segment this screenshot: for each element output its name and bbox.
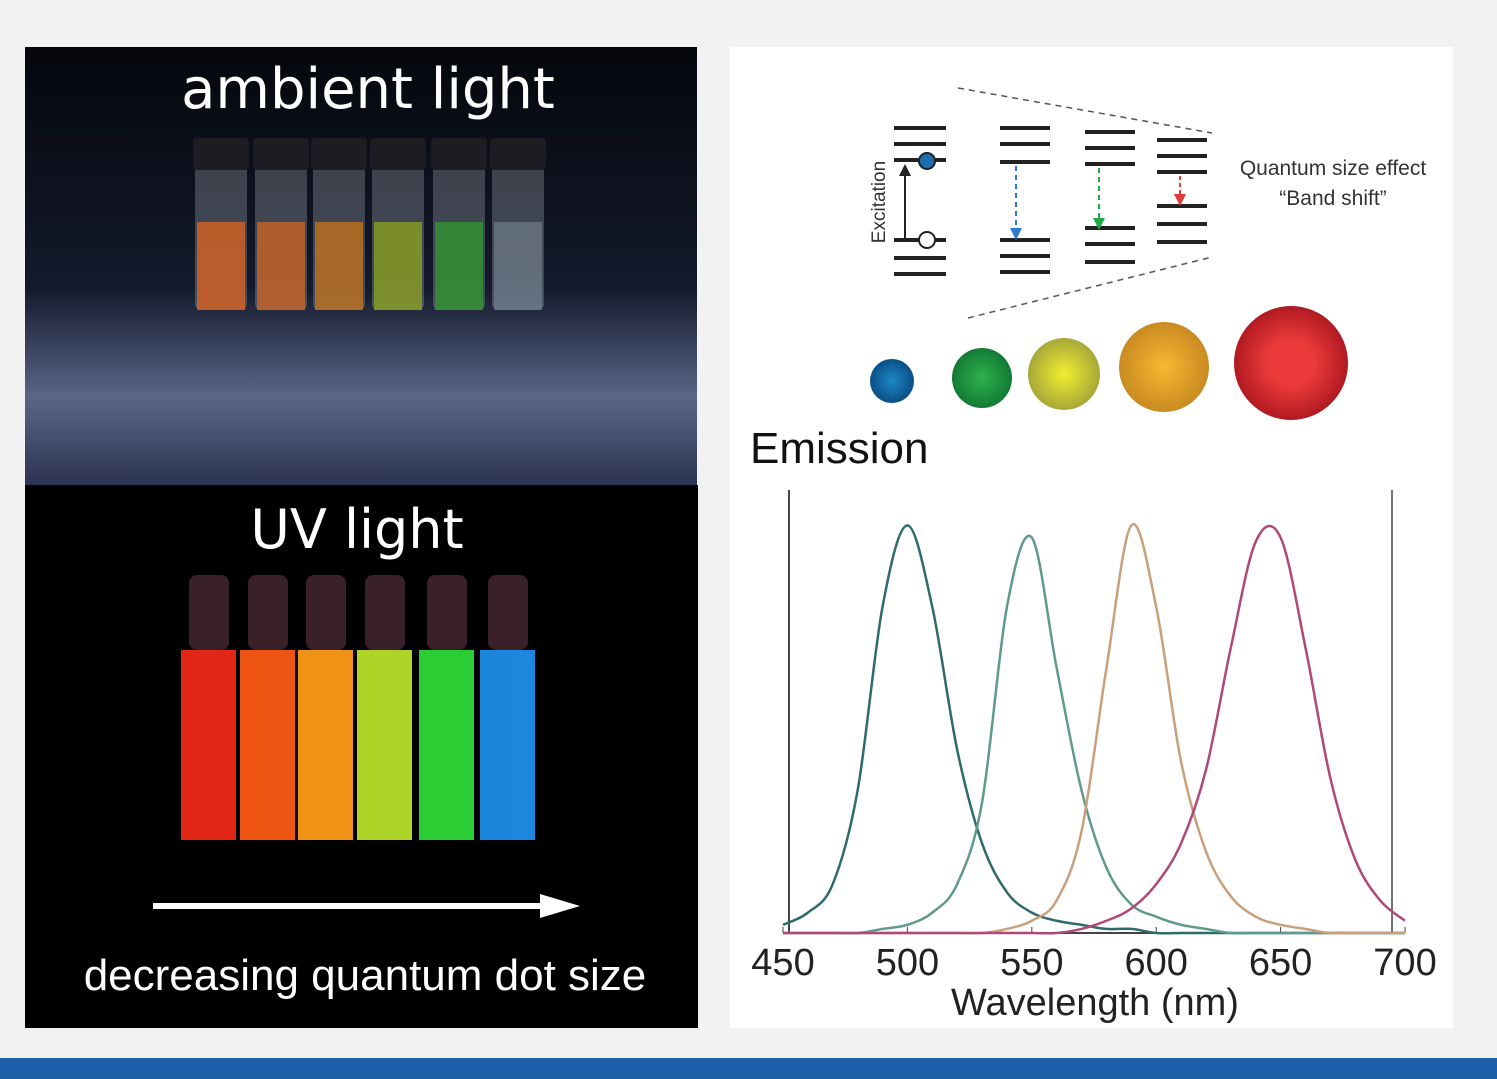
x-axis-label: Wavelength (nm) [951,982,1239,1024]
excitation-label: Excitation [869,161,890,243]
chart-title: Emission [750,424,929,473]
x-tick-label: 650 [1249,942,1312,984]
x-tick-label: 700 [1373,942,1436,984]
uv-caption: decreasing quantum dot size [84,951,647,1000]
x-tick-label: 500 [876,942,939,984]
note-line: “Band shift” [1279,187,1386,210]
x-tick-label: 450 [751,942,814,984]
x-tick-label: 600 [1124,942,1187,984]
ambient-label: ambient light [181,57,555,122]
uv-label: UV light [250,498,463,561]
x-tick-label: 550 [1000,942,1063,984]
note-line: Quantum size effect [1240,157,1427,180]
slide: ambient light UV light decreasing quantu… [0,0,1497,1079]
uv-photo [25,485,698,1028]
footer-bar [0,1058,1497,1079]
